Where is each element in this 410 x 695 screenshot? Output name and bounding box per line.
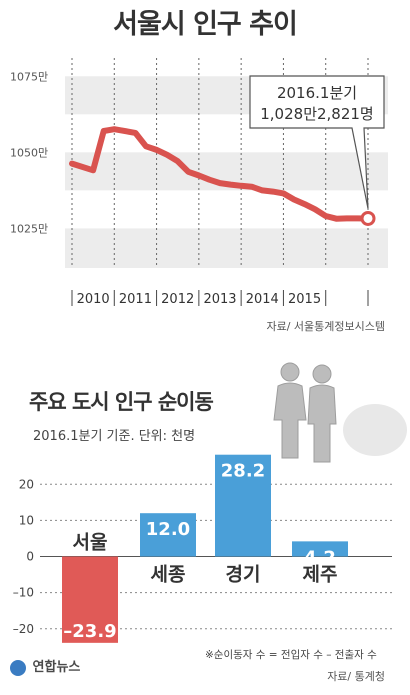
bar — [62, 556, 118, 643]
y-tick-label: 1075만 — [10, 70, 48, 83]
x-tick-label: 2013 — [203, 292, 236, 307]
x-tick-label: 2010 — [77, 292, 110, 307]
x-tick-label: 2012 — [161, 292, 194, 307]
bar-value-label: 28.2 — [221, 461, 265, 482]
bar — [215, 454, 271, 557]
callout-box — [249, 75, 385, 209]
bar-value-label: 12.0 — [146, 519, 190, 540]
callout-line1: 2016.1분기 — [277, 84, 357, 102]
source-label-1: 자료/ 서울통계정보시스템 — [266, 320, 385, 333]
y-tick-label: 10 — [19, 513, 34, 527]
end-point-marker — [360, 210, 376, 226]
section-subtitle: 2016.1분기 기준. 단위: 천명 — [33, 429, 196, 444]
bar — [292, 541, 348, 557]
bar — [140, 513, 196, 557]
footnote: ※순이동자 수 = 전입자 수 – 전출자 수 — [205, 649, 377, 661]
y-tick-label: 20 — [19, 477, 34, 491]
category-label: 경기 — [226, 564, 261, 586]
x-tick-label: 2015 — [288, 292, 321, 307]
bar-value-label: –23.9 — [63, 621, 116, 642]
publisher-logo: 연합뉴스 — [10, 656, 80, 676]
category-label: 제주 — [303, 564, 338, 586]
bar-value-label: 4.2 — [304, 547, 336, 568]
publisher-logo-icon — [10, 659, 26, 676]
page-title: 서울시 인구 추이 — [113, 9, 298, 40]
y-tick-label: 1025만 — [10, 222, 48, 235]
people-figures-icon — [273, 362, 407, 463]
source-label-2: 자료/ 통계청 — [327, 670, 385, 683]
category-label: 세종 — [151, 564, 186, 586]
line-chart: 1025만 1050만 1075만 2016.1분기 1,028만2,821명 2010 2… — [10, 58, 388, 307]
y-tick-label: –10 — [13, 586, 34, 600]
population-line — [69, 126, 371, 222]
publisher-logo-text: 연합뉴스 — [32, 660, 81, 675]
section-title: 주요 도시 인구 순이동 — [29, 390, 214, 414]
bar-chart: 20 10 0 –10 –20 –23.9 서울 12.0 세종 28.2 경기 4.2제주 — [13, 454, 392, 643]
y-tick-label: –20 — [13, 622, 34, 636]
x-tick-label: 2014 — [246, 292, 279, 307]
x-tick-label: 2011 — [119, 292, 152, 307]
callout-line2: 1,028만2,821명 — [260, 105, 373, 123]
y-tick-label: 1050만 — [10, 146, 48, 159]
y-tick-label: 0 — [26, 550, 34, 564]
grid-band — [65, 228, 388, 268]
category-label: 서울 — [73, 532, 108, 554]
